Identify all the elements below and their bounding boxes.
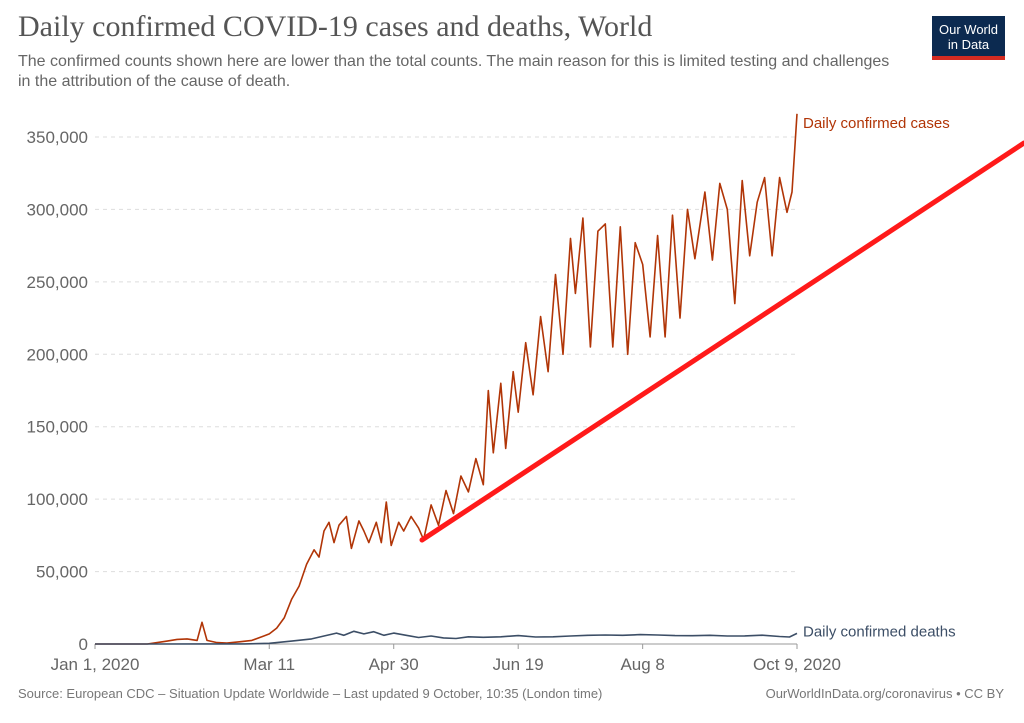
overlay-trend-line [419,140,1024,543]
x-tick-label: Apr 30 [369,655,419,674]
cases-series-label: Daily confirmed cases [803,115,950,132]
y-tick-label: 350,000 [27,128,88,147]
x-tick-label: Oct 9, 2020 [753,655,841,674]
chart-title: Daily confirmed COVID-19 cases and death… [18,10,653,43]
deaths-series-line [95,630,798,645]
logo-line-1: Our World [939,22,998,37]
series-group [95,113,798,645]
chart-subtitle: The confirmed counts shown here are lowe… [18,53,890,90]
logo-line-2: in Data [947,37,990,52]
credit-link[interactable]: OurWorldInData.org/coronavirus • CC BY [765,686,1004,701]
owid-logo[interactable]: Our World in Data [932,16,1005,60]
y-tick-label: 200,000 [27,345,88,364]
cases-series-line [95,113,798,645]
y-tick-label: 250,000 [27,273,88,292]
y-tick-label: 50,000 [36,563,88,582]
x-tick-label: Aug 8 [620,655,664,674]
source-note: Source: European CDC – Situation Update … [18,686,603,701]
y-axis-ticks: 0 50,000 100,000 150,000 200,000 250,000 300,0… [27,128,88,654]
x-tick-label: Mar 11 [243,655,295,674]
x-tick-label: Jun 19 [493,655,544,674]
x-tick-label: Jan 1, 2020 [51,655,140,674]
series-labels: Daily confirmed cases Daily confirmed dea… [803,115,956,641]
y-tick-label: 100,000 [27,490,88,509]
x-axis-ticks: Jan 1, 2020 Mar 11 Apr 30 Jun 19 Aug 8 Oct 9,… [51,644,841,674]
deaths-series-label: Daily confirmed deaths [803,623,956,640]
grid-lines [95,136,797,573]
y-tick-label: 0 [79,635,88,654]
y-tick-label: 300,000 [27,200,88,219]
y-tick-label: 150,000 [27,418,88,437]
